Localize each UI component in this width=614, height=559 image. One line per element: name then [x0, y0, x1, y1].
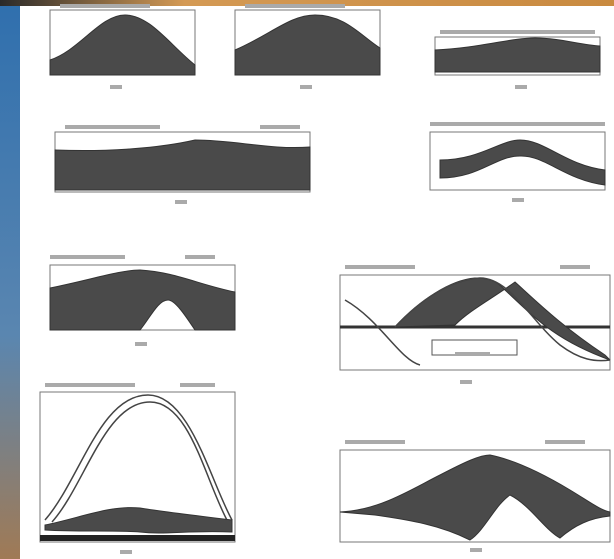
panel-caption — [65, 125, 160, 129]
panel-caption — [260, 125, 300, 129]
page-edge — [20, 390, 40, 559]
panel-letter — [175, 200, 187, 204]
panel-caption — [545, 440, 585, 444]
panel-caption — [185, 255, 215, 259]
panel-letter — [515, 85, 527, 89]
panel-letter — [470, 548, 482, 552]
panel-caption — [45, 383, 135, 387]
bracket-caption — [455, 352, 490, 356]
panel-letter — [120, 550, 132, 554]
panel-caption — [440, 30, 595, 34]
panel-letter — [460, 380, 472, 384]
background-strip — [0, 0, 20, 559]
panel-caption — [60, 4, 150, 8]
figure-page — [0, 0, 614, 559]
panel-caption — [180, 383, 215, 387]
panel-letter — [512, 198, 524, 202]
panel-caption — [345, 265, 415, 269]
panel-caption — [245, 4, 345, 8]
panel-caption — [50, 255, 125, 259]
panel-letter — [135, 342, 147, 346]
panel-letter — [300, 85, 312, 89]
panel-caption — [345, 440, 405, 444]
panel-caption — [560, 265, 590, 269]
baseline-bar — [40, 535, 235, 541]
panel-letter — [110, 85, 122, 89]
panel-caption — [430, 122, 605, 126]
